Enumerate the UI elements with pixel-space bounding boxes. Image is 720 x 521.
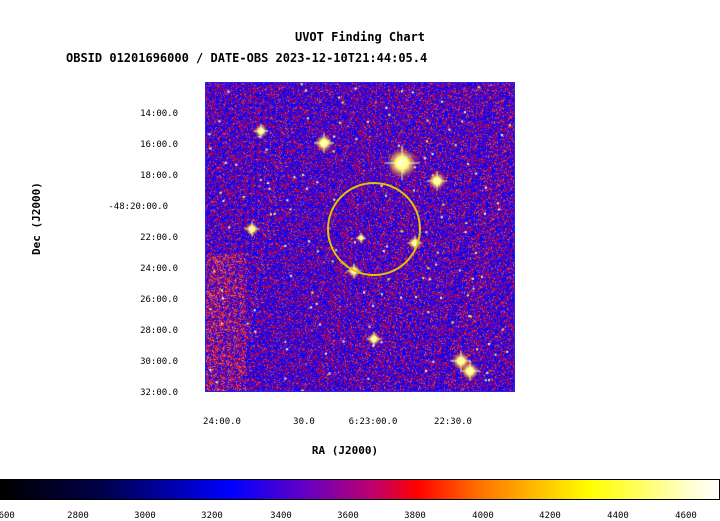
ytick-label: 26:00.0 bbox=[140, 295, 178, 305]
ytick-label: 14:00.0 bbox=[140, 109, 178, 119]
colorbar-tick-label: 3400 bbox=[270, 511, 292, 521]
ytick-label: 30:00.0 bbox=[140, 357, 178, 367]
y-axis-label: Dec (J2000) bbox=[30, 182, 43, 255]
sky-image bbox=[206, 83, 514, 391]
colorbar-tick-label: 2800 bbox=[67, 511, 89, 521]
xtick-label: 30.0 bbox=[293, 417, 315, 427]
colorbar-tick-label: 4600 bbox=[675, 511, 697, 521]
source-region-circle bbox=[327, 182, 421, 276]
chart-title: UVOT Finding Chart bbox=[294, 30, 426, 44]
chart-subtitle: OBSID 01201696000 / DATE-OBS 2023-12-10T… bbox=[66, 51, 428, 65]
ytick-label: 22:00.0 bbox=[140, 233, 178, 243]
sky-image-frame bbox=[205, 82, 515, 392]
colorbar bbox=[0, 479, 720, 500]
colorbar-tick-label: 4000 bbox=[472, 511, 494, 521]
colorbar-tick-label: 3200 bbox=[201, 511, 223, 521]
colorbar-tick-label: 4200 bbox=[539, 511, 561, 521]
ytick-label: 18:00.0 bbox=[140, 171, 178, 181]
colorbar-tick-label: 3600 bbox=[337, 511, 359, 521]
colorbar-tick-label: 3800 bbox=[404, 511, 426, 521]
colorbar-tick-label: 2600 bbox=[0, 511, 15, 521]
xtick-label: 24:00.0 bbox=[203, 417, 241, 427]
ytick-label: 16:00.0 bbox=[140, 140, 178, 150]
ytick-label: 24:00.0 bbox=[140, 264, 178, 274]
x-axis-label: RA (J2000) bbox=[311, 444, 379, 457]
ytick-label: 32:00.0 bbox=[140, 388, 178, 398]
ytick-label: -48:20:00.0 bbox=[108, 202, 168, 212]
xtick-label: 22:30.0 bbox=[434, 417, 472, 427]
colorbar-tick-label: 4400 bbox=[607, 511, 629, 521]
overlay-layer bbox=[327, 182, 421, 276]
xtick-label: 6:23:00.0 bbox=[348, 417, 398, 427]
ytick-label: 28:00.0 bbox=[140, 326, 178, 336]
colorbar-tick-label: 3000 bbox=[134, 511, 156, 521]
